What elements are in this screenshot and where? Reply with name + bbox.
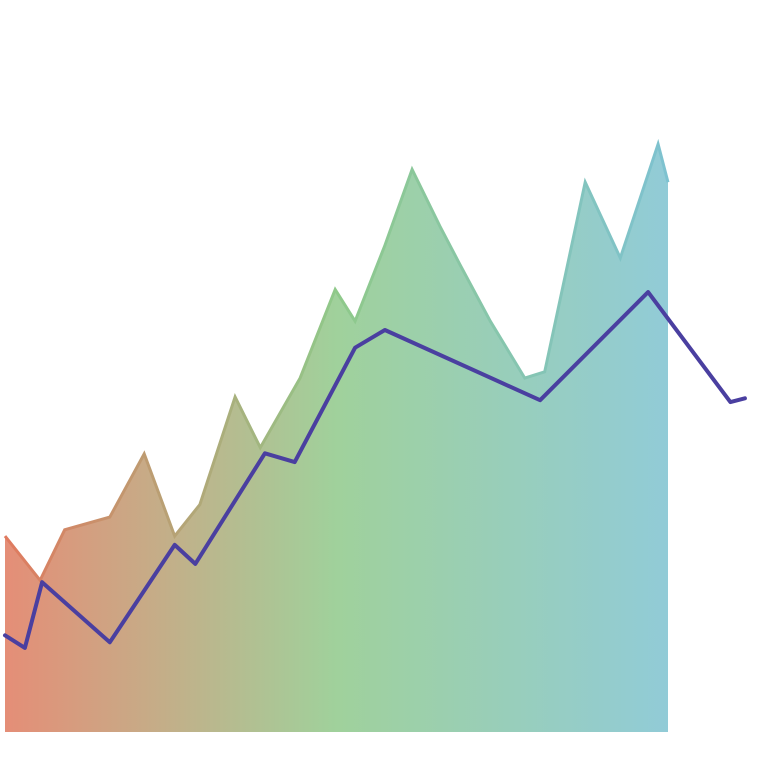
area-fill	[5, 144, 668, 732]
line-series	[3, 290, 747, 650]
area-edge	[3, 138, 670, 584]
